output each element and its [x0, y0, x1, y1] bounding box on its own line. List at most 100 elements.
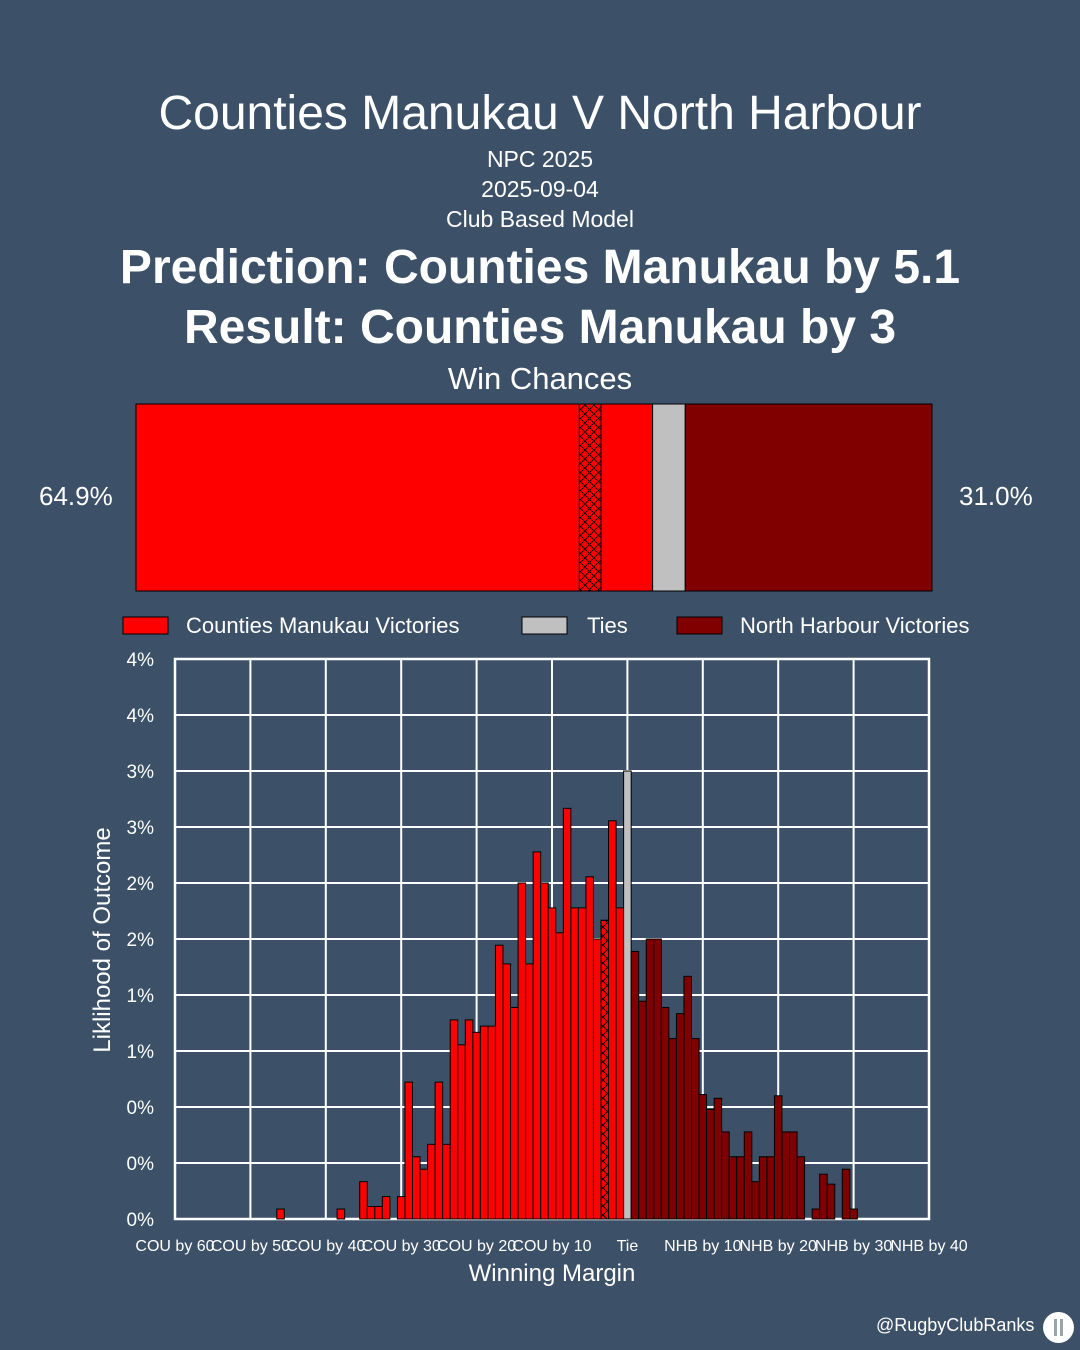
bar-home-win — [276, 1208, 285, 1220]
bar-home-win — [381, 1196, 391, 1220]
bar-away-win — [668, 1038, 677, 1220]
legend-swatch-away — [676, 616, 723, 635]
bar-home-win — [374, 1206, 383, 1220]
bar-home-win — [615, 907, 625, 1220]
y-tick-label: 4% — [127, 650, 155, 671]
legend-swatch-tie — [521, 616, 568, 635]
home-win-percent: 64.9% — [39, 481, 113, 511]
legend-label-away: North Harbour Victories — [740, 613, 969, 638]
club-logo-icon — [1043, 1312, 1074, 1343]
bar-home-win — [434, 1081, 444, 1220]
y-tick-label: 0% — [127, 1154, 155, 1175]
y-tick-label: 1% — [127, 986, 155, 1007]
tie-segment — [652, 403, 686, 592]
bar-home-win — [487, 1025, 496, 1220]
bar-tie — [623, 770, 632, 1220]
away-win-percent: 31.0% — [959, 481, 1033, 511]
x-tick-label: COU by 30 — [362, 1238, 441, 1255]
bar-home-win — [396, 1196, 406, 1220]
bar-away-win — [773, 1095, 783, 1220]
bar-home-win — [412, 1156, 421, 1220]
x-tick-label: COU by 60 — [135, 1238, 214, 1255]
x-axis-label: Winning Margin — [469, 1260, 636, 1287]
bar-away-win — [683, 975, 692, 1220]
y-axis-label: Liklihood of Outcome — [89, 827, 116, 1052]
y-tick-label: 2% — [127, 930, 155, 951]
bar-home-win — [502, 963, 512, 1220]
bar-away-win — [630, 950, 640, 1220]
match-date: 2025-09-04 — [481, 176, 599, 202]
prediction-heading: Prediction: Counties Manukau by 5.1 — [119, 241, 961, 294]
result-heading: Result: Counties Manukau by 3 — [183, 301, 897, 354]
bar-home-win — [532, 851, 542, 1220]
bar-home-win — [404, 1081, 414, 1220]
win-chances-title: Win Chances — [447, 361, 633, 396]
bar-away-win — [675, 1013, 685, 1220]
bar-home-win — [494, 944, 504, 1220]
bar-home-win — [570, 907, 579, 1220]
bar-home-win — [525, 963, 534, 1220]
bar-home-win — [585, 876, 594, 1220]
x-tick-label: NHB by 20 — [740, 1238, 817, 1255]
bar-home-win — [479, 1025, 489, 1220]
distribution-bars — [276, 770, 858, 1220]
away-win-segment — [684, 403, 933, 592]
bar-away-win — [819, 1173, 828, 1220]
bar-away-win — [766, 1156, 775, 1220]
twitter-handle: @RugbyClubRanks — [876, 1315, 1035, 1335]
legend-label-tie: Ties — [587, 613, 628, 638]
bar-away-win — [736, 1156, 745, 1220]
y-tick-label: 3% — [127, 762, 155, 783]
bar-home-win — [359, 1181, 368, 1220]
bar-home-win — [555, 932, 564, 1220]
page-title: Counties Manukau V North Harbour — [158, 87, 922, 140]
bar-away-win — [653, 938, 662, 1220]
bar-home-win — [472, 1031, 481, 1220]
bar-away-win — [743, 1131, 753, 1220]
bar-away-win — [841, 1168, 851, 1220]
bar-home-win — [562, 807, 572, 1220]
bar-home-win — [577, 907, 587, 1220]
competition-label: NPC 2025 — [486, 146, 594, 172]
bar-away-win — [721, 1131, 730, 1220]
bar-home-win — [510, 1006, 519, 1220]
bar-away-win — [781, 1131, 791, 1220]
bar-home-win — [427, 1143, 436, 1220]
legend: Counties Manukau Victories Ties North Ha… — [122, 613, 969, 638]
bar-home-win — [336, 1208, 346, 1220]
x-tick-label: COU by 20 — [437, 1238, 516, 1255]
x-tick-label: NHB by 40 — [890, 1238, 967, 1255]
bar-away-win — [698, 1094, 708, 1220]
bar-away-win — [660, 1006, 670, 1220]
y-tick-label: 4% — [127, 706, 155, 727]
bar-home-win — [442, 1143, 451, 1220]
bar-away-win — [645, 938, 655, 1220]
bar-home-win — [457, 1044, 466, 1220]
x-tick-label: COU by 50 — [211, 1238, 290, 1255]
y-tick-label: 2% — [127, 874, 155, 895]
legend-swatch-home — [122, 616, 169, 635]
bar-home-win — [540, 882, 549, 1220]
bar-home-win — [547, 907, 557, 1220]
bar-away-win — [826, 1183, 836, 1220]
x-tick-label: Tie — [617, 1238, 639, 1255]
y-tick-label: 3% — [127, 818, 155, 839]
y-tick-label: 1% — [127, 1042, 155, 1063]
y-tick-label: 0% — [127, 1210, 155, 1231]
bar-away-win — [849, 1208, 858, 1220]
x-tick-label: COU by 10 — [512, 1238, 591, 1255]
bar-home-win — [449, 1019, 459, 1220]
bar-away-win — [713, 1097, 723, 1220]
x-tick-label: NHB by 10 — [664, 1238, 741, 1255]
y-tick-label: 0% — [127, 1098, 155, 1119]
model-label: Club Based Model — [446, 206, 634, 232]
bar-away-win — [811, 1208, 821, 1220]
bar-away-win — [690, 1038, 700, 1220]
actual-result-hatch — [578, 403, 602, 592]
y-tick-labels: 0% 0% 0% 1% 1% 2% 2% 3% 3% 4% 4% — [127, 650, 155, 1231]
legend-label-home: Counties Manukau Victories — [186, 613, 460, 638]
home-win-segment — [135, 403, 654, 592]
bar-home-win — [366, 1206, 376, 1220]
